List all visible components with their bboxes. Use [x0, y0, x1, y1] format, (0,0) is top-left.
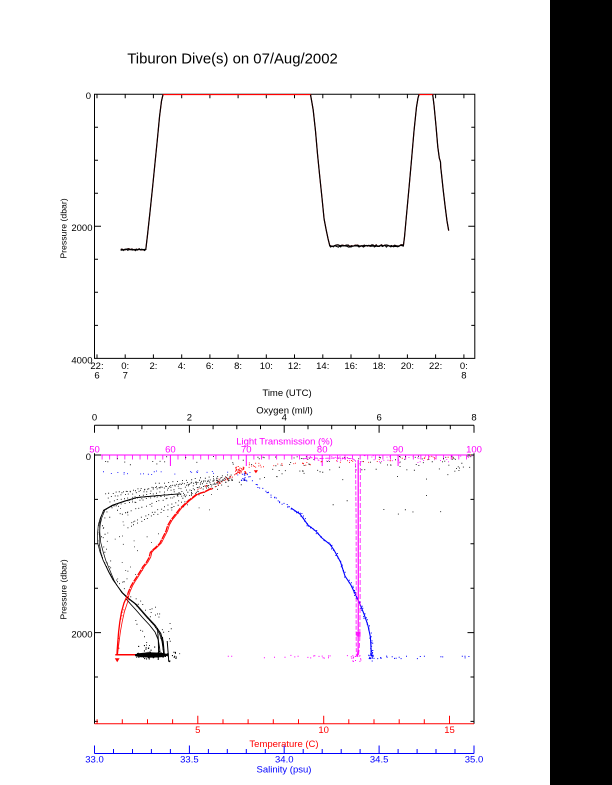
svg-text:2000: 2000	[71, 630, 92, 641]
svg-text:60: 60	[165, 444, 176, 455]
svg-text:16:: 16:	[344, 361, 357, 372]
svg-text:34.0: 34.0	[275, 755, 294, 766]
svg-text:15: 15	[444, 725, 455, 736]
svg-text:5: 5	[195, 725, 200, 736]
svg-text:2000: 2000	[71, 223, 92, 234]
svg-text:22:: 22:	[90, 361, 103, 372]
svg-text:35.0: 35.0	[465, 755, 484, 766]
svg-text:2: 2	[187, 413, 192, 424]
svg-text:20:: 20:	[401, 361, 414, 372]
svg-text:Pressure (dbar): Pressure (dbar)	[59, 198, 69, 258]
svg-text:100: 100	[466, 444, 482, 455]
svg-text:0: 0	[86, 91, 91, 102]
svg-text:8:: 8:	[234, 361, 242, 372]
svg-text:Pressure (dbar): Pressure (dbar)	[59, 559, 69, 619]
svg-text:4000: 4000	[71, 355, 92, 366]
svg-text:7: 7	[123, 371, 128, 382]
svg-text:Tiburon Dive(s) on 07/Aug/2002: Tiburon Dive(s) on 07/Aug/2002	[127, 52, 338, 68]
svg-text:0:: 0:	[460, 361, 468, 372]
svg-text:Time (UTC): Time (UTC)	[262, 388, 311, 399]
svg-text:8: 8	[461, 371, 466, 382]
svg-text:90: 90	[393, 444, 404, 455]
svg-text:Light Transmission (%): Light Transmission (%)	[236, 436, 333, 447]
svg-text:10: 10	[318, 725, 329, 736]
svg-text:2:: 2:	[149, 361, 157, 372]
svg-text:6: 6	[94, 371, 99, 382]
svg-text:33.0: 33.0	[85, 755, 104, 766]
svg-text:50: 50	[89, 444, 100, 455]
svg-text:22:: 22:	[429, 361, 442, 372]
svg-text:12:: 12:	[288, 361, 301, 372]
svg-text:18:: 18:	[373, 361, 386, 372]
svg-text:6:: 6:	[206, 361, 214, 372]
svg-text:10:: 10:	[260, 361, 273, 372]
svg-text:Temperature (C): Temperature (C)	[249, 739, 318, 750]
svg-text:33.5: 33.5	[180, 755, 199, 766]
svg-text:0:: 0:	[121, 361, 129, 372]
svg-text:0: 0	[86, 452, 91, 463]
svg-text:Salinity (psu): Salinity (psu)	[257, 764, 312, 775]
svg-text:0: 0	[92, 413, 97, 424]
svg-text:4: 4	[282, 413, 287, 424]
svg-text:70: 70	[241, 444, 252, 455]
svg-text:6: 6	[376, 413, 381, 424]
svg-text:14:: 14:	[316, 361, 329, 372]
svg-text:8: 8	[471, 413, 476, 424]
svg-text:4:: 4:	[178, 361, 186, 372]
svg-text:Oxygen (ml/l): Oxygen (ml/l)	[256, 406, 312, 417]
svg-text:80: 80	[317, 444, 328, 455]
svg-text:34.5: 34.5	[370, 755, 389, 766]
